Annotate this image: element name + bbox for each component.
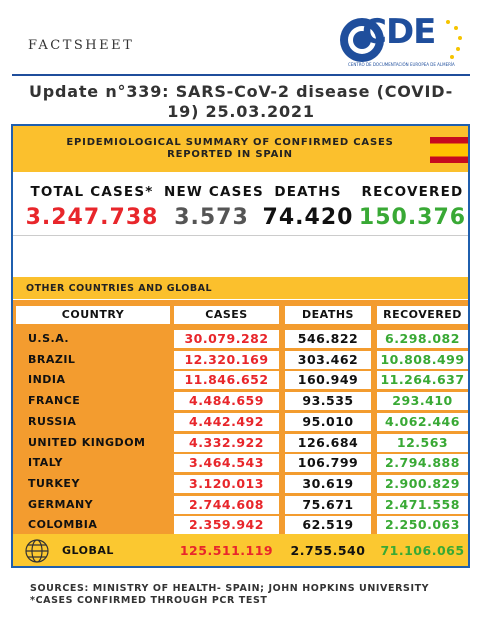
column-header: DEATHS [285,306,371,324]
column-header: RECOVERED [377,306,468,324]
table-cell: 293.410 [377,392,468,411]
rule [12,74,470,76]
table-cell: 126.684 [285,433,371,452]
table-cell: 11.846.652 [174,371,279,390]
summary-band [13,126,468,172]
table-cell: 2.471.558 [377,495,468,514]
table-cell: 12.563 [377,433,468,452]
table-cell: 106.799 [285,454,371,473]
country-name: COLOMBIA [28,518,98,532]
stat-label: DEATHS [274,184,342,200]
table-cell: 4.442.492 [174,412,279,431]
title: Update n°339: SARS-CoV-2 disease (COVID-… [28,82,454,121]
table-cell: 30.079.282 [174,330,279,348]
logo [340,18,462,62]
column-header: COUNTRY [16,306,170,324]
global-cell: 2.755.540 [290,543,366,558]
table-cell: 4.332.922 [174,433,279,452]
table-cell: 2.794.888 [377,454,468,473]
divider [13,235,468,236]
global-label: GLOBAL [62,544,114,557]
table-cell: 546.822 [285,330,371,348]
country-name: UNITED KINGDOM [28,435,146,449]
summary-heading: EPIDEMIOLOGICAL SUMMARY OF CONFIRMED CAS… [66,137,394,160]
table-cell: 93.535 [285,392,371,411]
table-cell: 10.808.499 [377,350,468,369]
stat-value: 150.376 [358,205,467,230]
source-line: *CASES CONFIRMED THROUGH PCR TEST [30,595,268,606]
stat-label: RECOVERED [361,184,464,200]
table-cell: 3.464.543 [174,454,279,473]
table-cell: 2.250.063 [377,516,468,535]
stat-label: NEW CASES [164,184,264,200]
logo-subtitle: CENTRO DE DOCUMENTACIÓN EUROPEA DE ALMER… [348,62,455,67]
table-cell: 2.900.829 [377,474,468,493]
stat-value: 74.420 [262,205,354,230]
table-cell: 75.671 [285,495,371,514]
table-cell: 2.744.608 [174,495,279,514]
country-name: ITALY [28,456,64,470]
table-cell: 62.519 [285,516,371,535]
stat-value: 3.247.738 [25,205,159,230]
source-line: SOURCES: MINISTRY OF HEALTH- SPAIN; JOHN… [30,583,430,594]
sources: SOURCES: MINISTRY OF HEALTH- SPAIN; JOHN… [30,583,429,607]
other-band [13,277,468,299]
table-cell: 6.298.082 [377,330,468,348]
table-cell: 95.010 [285,412,371,431]
globe-icon [25,539,49,563]
other-heading: OTHER COUNTRIES AND GLOBAL [26,283,213,294]
country-name: GERMANY [28,497,94,511]
country-name: TURKEY [28,476,80,490]
country-name: FRANCE [28,394,81,408]
frame [11,124,470,568]
logo-text: CDE [362,12,436,52]
country-name: U.S.A. [28,332,70,345]
table-cell: 4.062.446 [377,412,468,431]
table-cell: 3.120.013 [174,474,279,493]
table-cell: 160.949 [285,371,371,390]
country-name: INDIA [28,373,66,387]
factsheet-label: FACTSHEET [28,38,135,53]
table-cell: 303.462 [285,350,371,369]
stat-value: 3.573 [174,205,249,230]
table-cell: 4.484.659 [174,392,279,411]
global-cell: 71.106.065 [380,543,465,558]
global-bg [13,534,468,566]
table-cell: 12.320.169 [174,350,279,369]
column-header: CASES [174,306,279,324]
spain-flag [430,137,468,163]
table-cell: 2.359.942 [174,516,279,535]
table-cell: 30.619 [285,474,371,493]
country-name: RUSSIA [28,414,77,428]
country-name: BRAZIL [28,352,76,366]
stat-label: TOTAL CASES* [30,184,154,200]
global-cell: 125.511.119 [179,543,274,558]
table-cell: 11.264.637 [377,371,468,390]
